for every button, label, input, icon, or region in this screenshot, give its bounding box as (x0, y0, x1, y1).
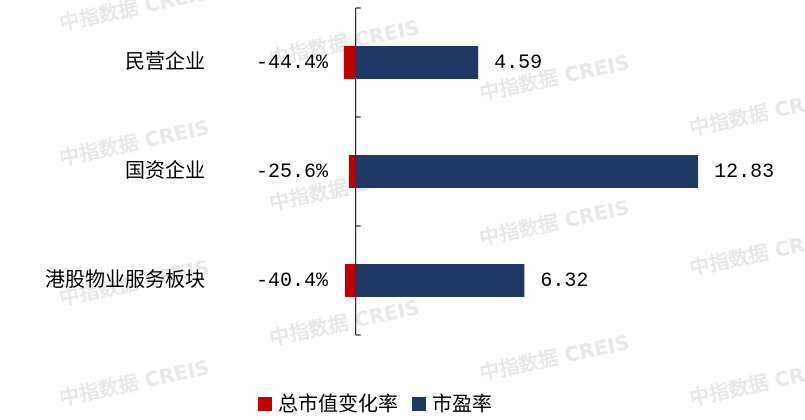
watermark: 中指数据 CREIS (477, 195, 631, 250)
data-label: 12.83 (714, 161, 774, 184)
category-label: 港股物业服务板块 (45, 267, 205, 291)
bar (355, 264, 525, 297)
watermark: 中指数据 CREIS (687, 225, 805, 280)
legend-swatch (412, 397, 426, 411)
watermark: 中指数据 CREIS (687, 355, 805, 410)
legend-label: 总市值变化率 (278, 392, 398, 416)
watermark: 中指数据 CREIS (57, 355, 211, 410)
watermark: 中指数据 CREIS (477, 330, 631, 385)
legend-label: 市盈率 (432, 392, 492, 416)
data-label: -44.4% (256, 52, 329, 75)
data-label: 6.32 (540, 270, 588, 293)
watermark: 中指数据 CREIS (57, 0, 211, 35)
bar (355, 155, 699, 188)
watermark: 中指数据 CREIS (267, 295, 421, 350)
data-label: 4.59 (494, 52, 542, 75)
category-label: 国资企业 (125, 158, 205, 182)
bar (344, 264, 356, 297)
data-label: -40.4% (256, 270, 329, 293)
category-label: 民营企业 (125, 49, 205, 73)
watermark: 中指数据 CREIS (687, 85, 805, 140)
bar (348, 155, 356, 188)
bar (355, 46, 479, 79)
data-label: -25.6% (256, 161, 329, 184)
legend-swatch (258, 397, 272, 411)
bar (343, 46, 356, 79)
